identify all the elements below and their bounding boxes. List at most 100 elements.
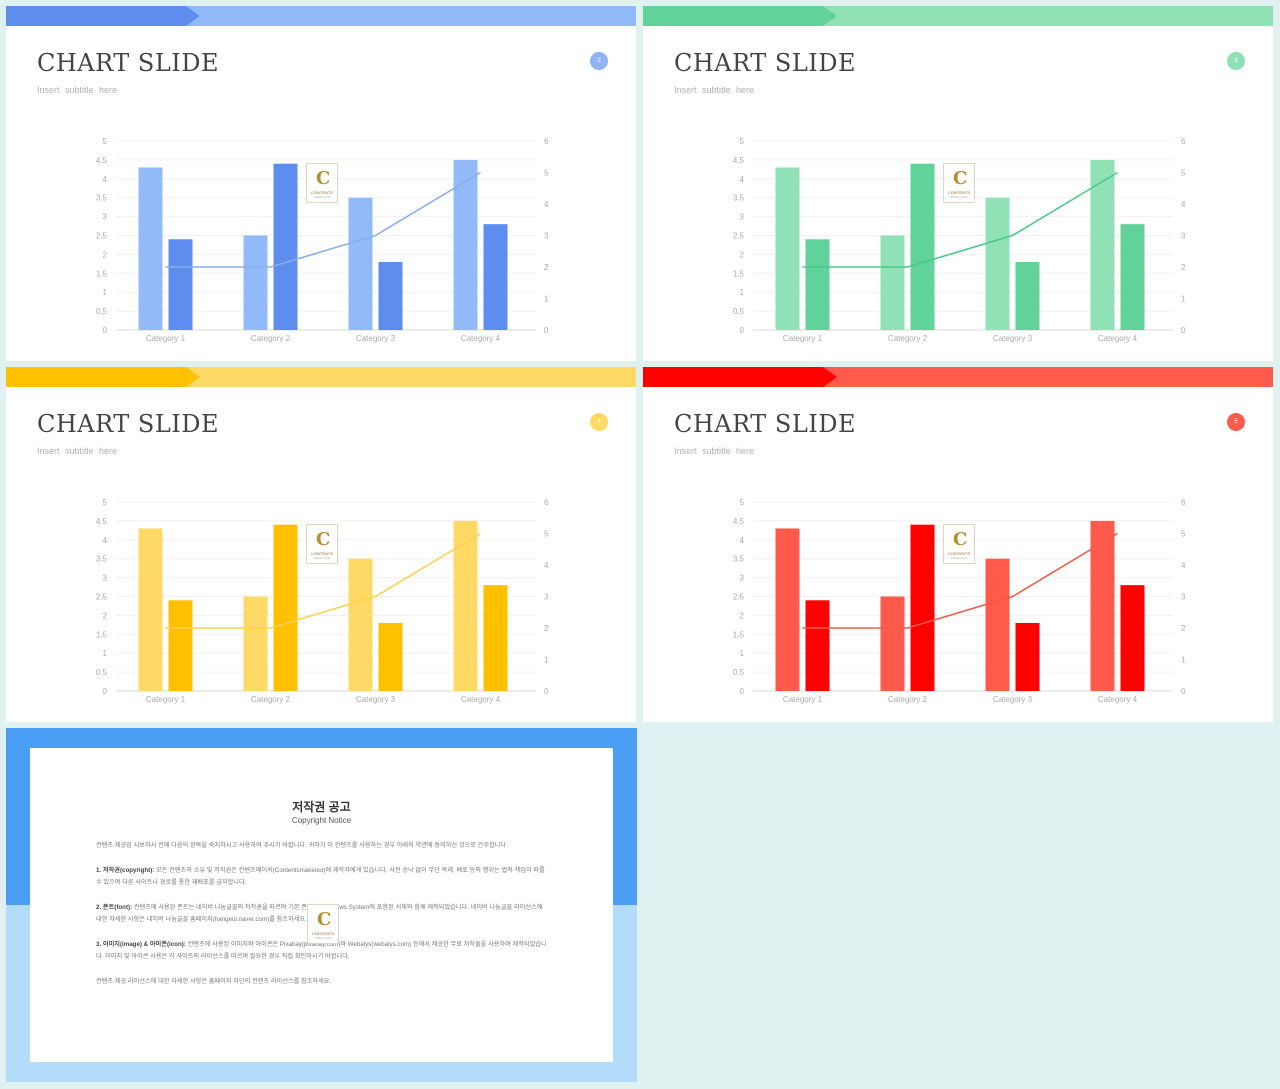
y-tick-label: 3.5	[733, 194, 745, 203]
x-category-label: Category 4	[461, 334, 501, 343]
y-tick-label: 0.5	[733, 307, 745, 316]
y-tick-label: 4	[740, 536, 745, 545]
y-tick-label: 2	[740, 250, 745, 259]
y-tick-label: 5	[103, 137, 108, 146]
bar-series-2	[910, 524, 935, 691]
bar-series-1	[880, 596, 905, 691]
notice-title: 저작권 공고	[292, 800, 351, 814]
accent-bar	[6, 367, 636, 387]
y2-tick-label: 4	[1181, 561, 1186, 570]
contents-logo: C CONTENTS MAKE OUR	[306, 524, 338, 564]
chart-slide[interactable]: CHART SLIDE Insert subtitle here 2 0 0.5 1…	[6, 6, 636, 361]
y-tick-label: 3	[740, 213, 745, 222]
x-category-label: Category 3	[356, 334, 396, 343]
line-series	[165, 532, 481, 629]
bar-series-1	[775, 167, 800, 330]
page-number-badge: 2	[590, 52, 608, 70]
x-category-label: Category 1	[146, 334, 186, 343]
bar-series-2	[1015, 261, 1040, 330]
x-category-label: Category 4	[461, 695, 501, 704]
page-number-badge: 5	[1227, 413, 1245, 431]
y2-tick-label: 1	[1181, 656, 1186, 665]
copyright-notice-slide[interactable]: 저작권 공고 Copyright Notice 컨텐츠 제공업 시보하시 전에 …	[6, 728, 637, 1082]
bar-series-2	[378, 261, 403, 330]
y-tick-label: 5	[740, 498, 745, 507]
y-tick-label: 2	[103, 611, 108, 620]
y2-tick-label: 3	[544, 593, 549, 602]
line-series	[165, 171, 481, 268]
bar-series-1	[1090, 159, 1115, 330]
y-tick-label: 4	[103, 175, 108, 184]
line-series	[802, 171, 1118, 268]
bar-series-1	[243, 235, 268, 330]
page-number-badge: 3	[1227, 52, 1245, 70]
y-tick-label: 0	[103, 326, 108, 335]
notice-closing: 컨텐츠 제공 라이선스에 대한 자세한 사항은 홈페이지 하단의 컨텐츠 라이선…	[96, 977, 332, 985]
x-category-label: Category 1	[146, 695, 186, 704]
y-tick-label: 3.5	[96, 194, 108, 203]
y2-tick-label: 1	[544, 656, 549, 665]
y-tick-label: 1.5	[733, 630, 745, 639]
y2-tick-label: 3	[544, 232, 549, 241]
y2-tick-label: 2	[544, 624, 549, 633]
x-category-label: Category 2	[888, 695, 928, 704]
y-tick-label: 3	[740, 574, 745, 583]
y2-tick-label: 3	[1181, 593, 1186, 602]
bar-series-2	[168, 239, 193, 330]
bar-series-1	[138, 528, 163, 691]
y2-tick-label: 0	[544, 687, 549, 696]
bar-series-1	[348, 197, 373, 330]
y-tick-label: 2.5	[733, 593, 745, 602]
chart-slide[interactable]: CHART SLIDE Insert subtitle here 5 0 0.5 1…	[643, 367, 1273, 722]
x-category-label: Category 4	[1098, 334, 1138, 343]
y-tick-label: 2	[103, 250, 108, 259]
contents-logo: C CONTENTS MAKE OUR	[943, 163, 975, 203]
y2-tick-label: 4	[1181, 200, 1186, 209]
notice-image-paragraph: 3. 이미지(image) & 아이콘(icon): 컨텐츠에 사용된 이미지와…	[96, 940, 547, 961]
notice-intro: 컨텐츠 제공업 시보하시 전에 다음의 항목을 숙지하시고 사용하여 주시기 바…	[96, 842, 508, 849]
chart-slide[interactable]: CHART SLIDE Insert subtitle here 4 0 0.5 1…	[6, 367, 636, 722]
slide-subtitle: Insert subtitle here	[37, 85, 118, 95]
slide-subtitle: Insert subtitle here	[674, 446, 755, 456]
y-tick-label: 2.5	[96, 232, 108, 241]
bar-series-1	[138, 167, 163, 330]
bar-series-1	[985, 558, 1010, 691]
slide-title: CHART SLIDE	[37, 410, 220, 438]
slide-title: CHART SLIDE	[674, 49, 857, 77]
y2-tick-label: 4	[544, 561, 549, 570]
y-tick-label: 5	[103, 498, 108, 507]
y-tick-label: 1.5	[96, 630, 108, 639]
y2-tick-label: 3	[1181, 232, 1186, 241]
x-category-label: Category 2	[251, 334, 291, 343]
y-tick-label: 1	[103, 649, 108, 658]
y-tick-label: 2	[740, 611, 745, 620]
bar-series-2	[805, 600, 830, 691]
y-tick-label: 1	[740, 288, 745, 297]
y-tick-label: 2.5	[733, 232, 745, 241]
y2-tick-label: 5	[1181, 530, 1186, 539]
accent-bar	[6, 6, 636, 26]
y-tick-label: 0.5	[733, 668, 745, 677]
notice-subtitle: Copyright Notice	[291, 816, 352, 825]
contents-logo: C CONTENTS MAKE OUR	[306, 163, 338, 203]
x-category-label: Category 1	[783, 695, 823, 704]
x-category-label: Category 2	[251, 695, 291, 704]
y-tick-label: 0	[740, 687, 745, 696]
y-tick-label: 4	[740, 175, 745, 184]
combo-chart: 0 0.5 1 1.5 2 2.5 3 3.5 4 4.5 5 0 1 2 3 4 5 6 Category 1 Ca…	[96, 137, 549, 343]
slide-subtitle: Insert subtitle here	[37, 446, 118, 456]
y-tick-label: 0	[740, 326, 745, 335]
combo-chart: 0 0.5 1 1.5 2 2.5 3 3.5 4 4.5 5 0 1 2 3 4 5 6 Category 1 Ca…	[733, 498, 1186, 704]
y2-tick-label: 0	[544, 326, 549, 335]
y-tick-label: 3	[103, 213, 108, 222]
y-tick-label: 3.5	[96, 555, 108, 564]
line-series	[802, 532, 1118, 629]
y2-tick-label: 1	[1181, 295, 1186, 304]
accent-bar	[643, 367, 1273, 387]
chart-slide[interactable]: CHART SLIDE Insert subtitle here 3 0 0.5 1…	[643, 6, 1273, 361]
x-category-label: Category 3	[993, 334, 1033, 343]
y2-tick-label: 2	[1181, 263, 1186, 272]
bar-series-2	[805, 239, 830, 330]
page-number-badge: 4	[590, 413, 608, 431]
bar-series-1	[453, 159, 478, 330]
